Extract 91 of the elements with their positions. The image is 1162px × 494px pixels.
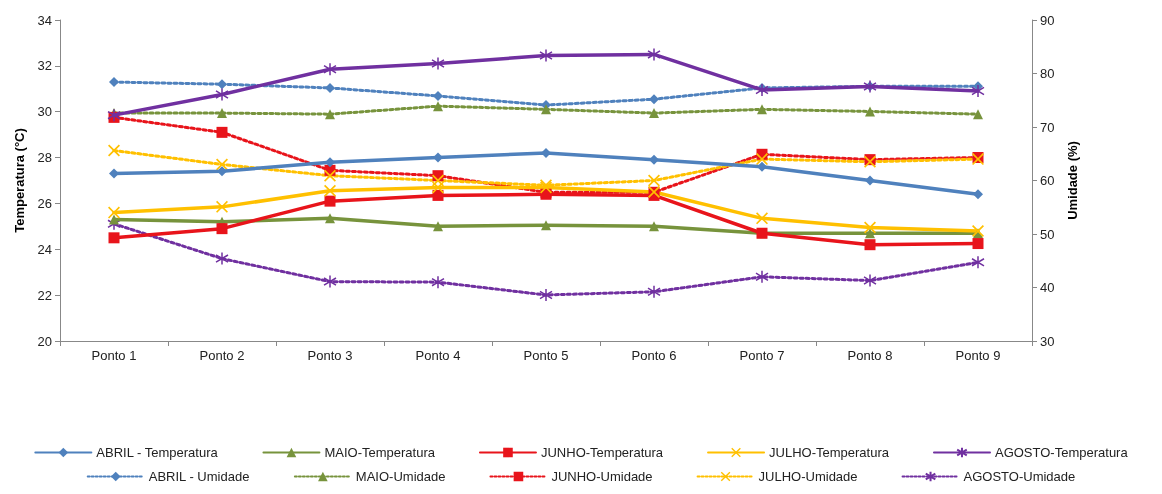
- point: [865, 228, 875, 239]
- y-tick-label: 28: [37, 150, 52, 166]
- point: [433, 221, 443, 232]
- point: [431, 275, 445, 289]
- point: [539, 48, 553, 63]
- y2-tick-label: 30: [1040, 333, 1055, 349]
- y2-tick-label: 40: [1040, 280, 1055, 295]
- legend-label: JUNHO-Umidade: [551, 469, 653, 484]
- x-tick-label: Ponto 8: [847, 348, 893, 363]
- y-tick-label: 22: [37, 287, 52, 303]
- point: [972, 224, 984, 237]
- point: [973, 109, 983, 120]
- y-tick-label: 34: [37, 12, 52, 28]
- point: [215, 251, 229, 266]
- point: [217, 166, 227, 177]
- y2-tick-label: 90: [1040, 12, 1055, 28]
- y-tick-label: 30: [37, 104, 52, 120]
- point: [325, 213, 335, 224]
- point: [649, 94, 659, 105]
- point: [756, 153, 768, 166]
- point: [325, 157, 335, 168]
- x-tick-label: Ponto 1: [91, 348, 137, 363]
- point: [864, 239, 876, 251]
- point: [217, 79, 227, 90]
- point: [107, 217, 121, 231]
- x-tick-label: Ponto 9: [955, 348, 1001, 363]
- point: [433, 152, 443, 163]
- legend-label: ABRIL - Umidade: [148, 469, 250, 484]
- x-tick-label: Ponto 4: [415, 348, 461, 363]
- point: [324, 195, 336, 207]
- point: [323, 62, 337, 77]
- point: [649, 108, 659, 119]
- legend-label: JULHO-Temperatura: [769, 445, 890, 460]
- point: [433, 101, 443, 112]
- point: [324, 184, 336, 197]
- point: [541, 147, 551, 158]
- point: [755, 83, 769, 97]
- point: [109, 77, 119, 88]
- legend-label: AGOSTO-Temperatura: [994, 445, 1129, 460]
- y2-tick-label: 60: [1040, 173, 1055, 188]
- y2-tick-label: 50: [1040, 226, 1055, 242]
- point: [109, 168, 119, 179]
- x-tick-label: Ponto 5: [523, 348, 569, 363]
- point: [215, 87, 229, 102]
- point: [649, 154, 659, 165]
- point: [323, 274, 337, 289]
- point: [539, 288, 553, 302]
- point: [108, 232, 120, 244]
- point: [865, 175, 875, 186]
- point: [757, 161, 767, 172]
- y-tick-label: 26: [37, 195, 52, 211]
- point: [541, 104, 551, 115]
- legend-label: JUNHO-Temperatura: [540, 445, 664, 460]
- point: [755, 270, 769, 284]
- point: [973, 189, 983, 200]
- legend-label: JULHO-Umidade: [758, 469, 858, 484]
- point: [541, 220, 551, 231]
- legend-label: MAIO-Temperatura: [324, 445, 436, 460]
- legend-label: MAIO-Umidade: [355, 469, 446, 484]
- point: [216, 126, 228, 138]
- y-tick-label: 32: [37, 58, 52, 74]
- point: [216, 200, 228, 213]
- point: [431, 56, 445, 71]
- x-tick-label: Ponto 2: [199, 348, 245, 363]
- point: [972, 238, 984, 250]
- point: [971, 255, 985, 270]
- point: [649, 221, 659, 232]
- point: [109, 214, 119, 225]
- x-tick-label: Ponto 3: [307, 348, 353, 363]
- y-axis-title: Temperatura (°C): [12, 128, 27, 233]
- point: [865, 106, 875, 117]
- x-tick-label: Ponto 7: [739, 348, 785, 363]
- y2-tick-label: 70: [1040, 119, 1055, 135]
- y2-axis-title: Umidade (%): [1065, 141, 1080, 220]
- point: [971, 84, 985, 98]
- point: [647, 47, 661, 62]
- legend-label: ABRIL - Temperatura: [96, 445, 219, 460]
- point: [757, 104, 767, 115]
- point: [325, 109, 335, 120]
- y-tick-label: 20: [37, 333, 52, 349]
- y-tick-label: 24: [37, 241, 52, 257]
- point: [433, 90, 443, 101]
- point: [647, 285, 661, 299]
- legend-label: AGOSTO-Umidade: [963, 469, 1076, 484]
- point: [325, 82, 335, 93]
- point: [216, 223, 228, 235]
- point: [217, 108, 227, 119]
- x-tick-label: Ponto 6: [631, 348, 677, 363]
- point: [432, 189, 444, 201]
- y2-tick-label: 80: [1040, 66, 1055, 81]
- point: [863, 273, 877, 288]
